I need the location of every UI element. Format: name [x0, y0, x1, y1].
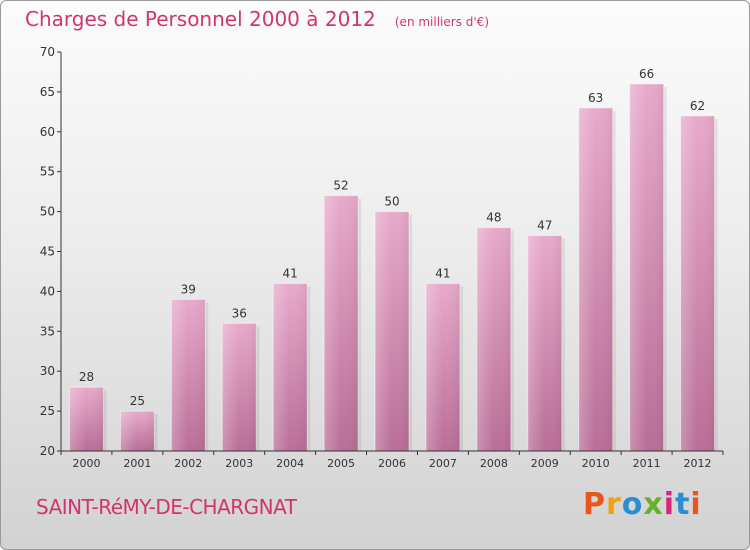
x-tick-label-2010: 2010 — [582, 457, 610, 470]
x-tick-label-2000: 2000 — [72, 457, 100, 470]
x-tick-label-2003: 2003 — [225, 457, 253, 470]
logo-letter: i — [663, 487, 676, 522]
bar-shine — [324, 195, 359, 451]
bar-shine — [578, 107, 613, 452]
title-row: Charges de Personnel 2000 à 2012 (en mil… — [25, 7, 489, 31]
bar-shine — [222, 323, 257, 451]
x-tick-label-2011: 2011 — [633, 457, 661, 470]
axes-layer: 2000 2001 2002 2003 2004 2005 2006 2007 2008 2009… — [40, 45, 724, 470]
y-tick-label-70: 70 — [40, 45, 55, 59]
y-tick-label-30: 30 — [40, 364, 55, 378]
x-tick-label-2005: 2005 — [327, 457, 355, 470]
chart-title: Charges de Personnel 2000 à 2012 — [25, 7, 376, 31]
logo-letter: x — [643, 487, 664, 522]
data-label-2010: 63 — [588, 91, 603, 105]
x-tick-label-2008: 2008 — [480, 457, 508, 470]
bar-shine — [629, 83, 664, 452]
y-tick-label-50: 50 — [40, 205, 55, 219]
y-tick-label-25: 25 — [40, 404, 55, 418]
data-label-2001: 25 — [130, 394, 145, 408]
bar-shine — [120, 411, 155, 451]
bars-layer: 28 25 39 36 41 52 50 41 48 47 63 66 62 — [68, 67, 718, 452]
x-tick-label-2006: 2006 — [378, 457, 406, 470]
y-tick-label-60: 60 — [40, 125, 55, 139]
bar-shine — [171, 299, 206, 451]
data-label-2006: 50 — [384, 195, 399, 209]
logo-letter: r — [606, 487, 622, 522]
x-tick-label-2007: 2007 — [429, 457, 457, 470]
logo-letter: o — [621, 487, 644, 522]
data-label-2008: 48 — [486, 211, 501, 225]
data-label-2005: 52 — [333, 179, 348, 193]
x-tick-label-2004: 2004 — [276, 457, 304, 470]
y-tick-label-20: 20 — [40, 444, 55, 458]
logo-letter: P — [583, 487, 606, 522]
data-label-2012: 62 — [690, 99, 705, 113]
y-tick-label-45: 45 — [40, 245, 55, 259]
bar-shine — [680, 115, 715, 451]
data-label-2009: 47 — [537, 219, 552, 233]
commune-name: SAINT-RéMY-DE-CHARGNAT — [36, 495, 297, 519]
data-label-2000: 28 — [79, 370, 94, 384]
x-tick-label-2001: 2001 — [123, 457, 151, 470]
bar-shine — [527, 235, 562, 451]
proxiti-logo: Proxiti — [583, 487, 702, 522]
bar-shine — [425, 283, 460, 451]
bar-shine — [375, 211, 409, 451]
x-tick-label-2012: 2012 — [684, 457, 712, 470]
data-label-2007: 41 — [435, 266, 450, 280]
data-label-2003: 36 — [232, 306, 247, 320]
bar-shine — [476, 227, 511, 451]
y-tick-label-40: 40 — [40, 284, 55, 298]
data-label-2002: 39 — [181, 282, 196, 296]
y-tick-label-55: 55 — [40, 165, 55, 179]
x-tick-label-2002: 2002 — [174, 457, 202, 470]
y-tick-label-65: 65 — [40, 85, 55, 99]
data-label-2011: 66 — [639, 67, 654, 81]
y-tick-label-35: 35 — [40, 324, 55, 338]
bar-shine — [69, 387, 104, 451]
chart-subtitle: (en milliers d'€) — [394, 15, 489, 29]
logo-letter: i — [690, 487, 702, 522]
logo-letter: t — [675, 487, 691, 522]
bar-shine — [273, 283, 308, 451]
data-label-2004: 41 — [283, 266, 298, 280]
x-tick-label-2009: 2009 — [531, 457, 559, 470]
